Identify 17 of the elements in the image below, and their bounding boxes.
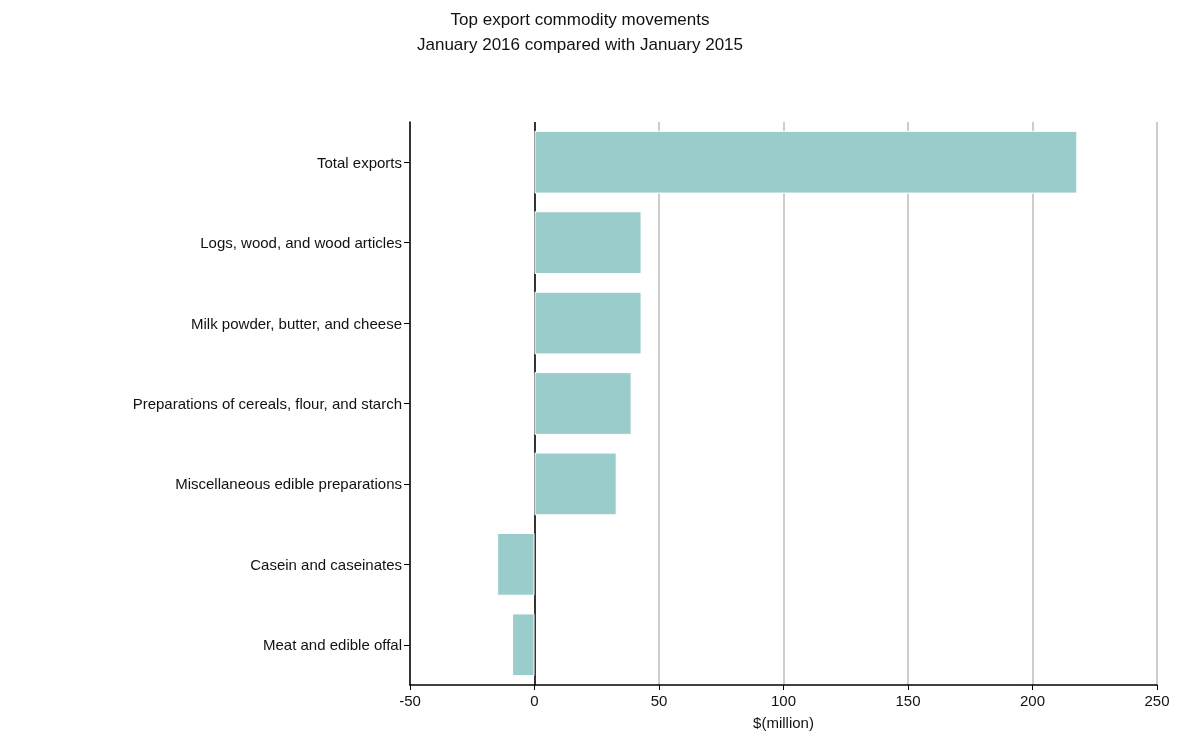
- y-tick-label: Meat and edible offal: [263, 636, 402, 654]
- x-tick-label: -50: [399, 692, 421, 709]
- y-tick-label: Total exports: [316, 153, 402, 171]
- x-tick-label: 150: [895, 692, 921, 709]
- x-tick-label: 200: [1019, 692, 1046, 709]
- x-tick-label: 250: [1144, 692, 1170, 709]
- chart-title: Top export commodity movements: [450, 10, 710, 29]
- y-tick-label: Miscellaneous edible preparations: [175, 475, 402, 493]
- x-tick-label: 0: [530, 692, 539, 709]
- x-tick-label: 50: [650, 692, 668, 709]
- x-tick-label: 100: [770, 692, 797, 709]
- y-tick-label: Logs, wood, and wood articles: [200, 234, 402, 252]
- y-tick-label: Milk powder, butter, and cheese: [191, 314, 402, 332]
- y-tick-label: Preparations of cereals, flour, and starch: [132, 395, 402, 412]
- y-tick-label: Casein and caseinates: [250, 555, 402, 573]
- x-axis-title: $(million): [753, 714, 814, 731]
- chart-subtitle: January 2016 compared with January 2015: [416, 35, 744, 54]
